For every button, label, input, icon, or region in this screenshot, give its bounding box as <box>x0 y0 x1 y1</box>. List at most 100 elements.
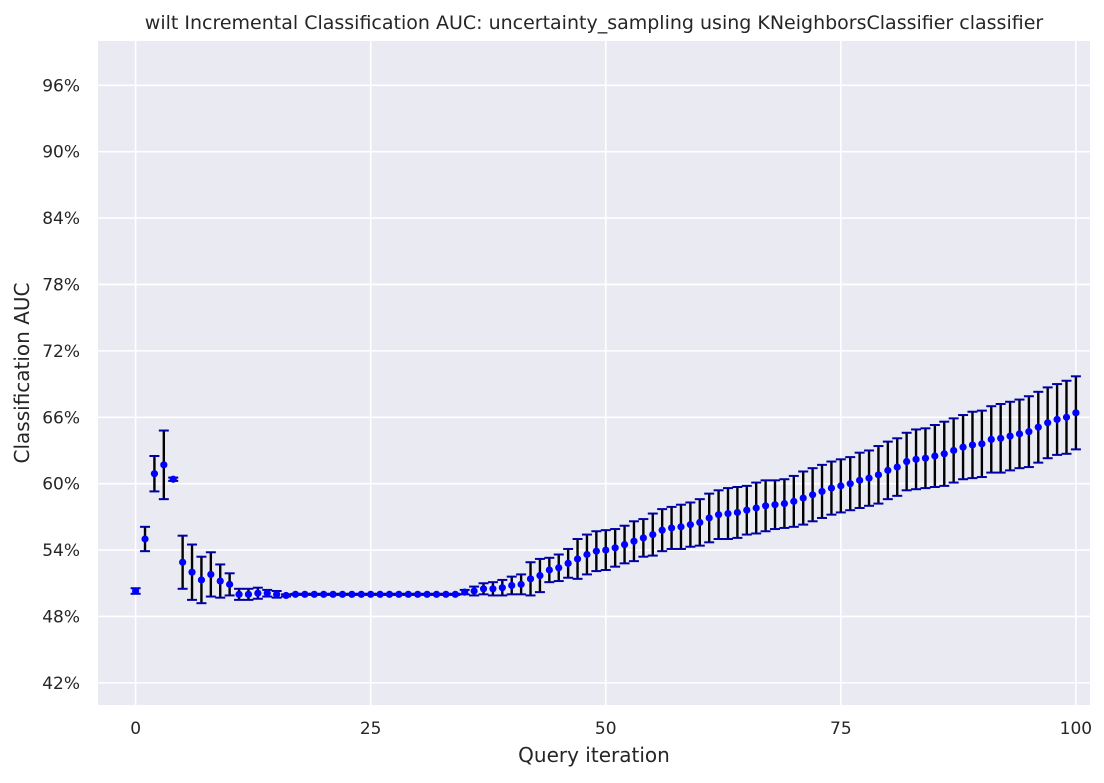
data-point <box>141 535 149 543</box>
data-points <box>132 409 1080 600</box>
data-point <box>432 590 441 598</box>
data-point <box>733 508 741 517</box>
data-point <box>903 457 911 466</box>
y-tick-label: 90% <box>42 143 80 163</box>
grid-lines <box>98 41 1090 705</box>
data-point <box>555 564 563 572</box>
data-point <box>790 497 798 505</box>
data-point <box>150 470 159 478</box>
data-point <box>1006 432 1014 440</box>
data-point <box>686 521 694 529</box>
data-point <box>762 502 770 510</box>
data-point <box>207 570 215 579</box>
data-point <box>376 590 384 598</box>
data-point <box>620 540 629 549</box>
data-point <box>188 568 196 576</box>
data-point <box>310 590 318 598</box>
data-point <box>780 499 789 508</box>
data-point <box>1025 428 1033 436</box>
data-point <box>451 590 459 598</box>
data-point <box>1015 430 1024 438</box>
data-point <box>865 474 873 482</box>
data-point <box>639 534 647 542</box>
data-point <box>630 537 638 545</box>
data-point <box>489 585 497 593</box>
data-point <box>385 590 394 598</box>
y-tick-label: 54% <box>42 541 80 561</box>
data-point <box>677 523 685 531</box>
data-point <box>846 480 854 488</box>
data-point <box>809 491 817 499</box>
y-tick-label: 66% <box>42 408 80 428</box>
y-tick-label: 84% <box>42 209 80 229</box>
data-point <box>1053 415 1061 424</box>
data-point <box>827 484 836 492</box>
data-point <box>667 524 676 532</box>
data-point <box>743 506 751 514</box>
data-point <box>583 550 591 559</box>
data-point <box>179 558 187 566</box>
data-point <box>1034 423 1042 431</box>
data-point <box>235 590 243 598</box>
data-point <box>226 580 234 588</box>
x-tick-label: 100 <box>1060 719 1092 739</box>
data-point <box>442 590 450 598</box>
data-point <box>498 584 506 592</box>
data-point <box>244 590 253 598</box>
data-point <box>573 555 582 563</box>
data-point <box>395 590 403 598</box>
data-point <box>997 434 1005 442</box>
x-tick-label: 75 <box>830 719 852 739</box>
data-point <box>856 476 864 484</box>
data-point <box>291 590 300 598</box>
y-tick-label: 72% <box>42 342 80 362</box>
data-point <box>987 435 995 443</box>
data-point <box>508 581 516 590</box>
x-axis-title: Query iteration <box>518 743 670 767</box>
chart-title: wilt Incremental Classification AUC: unc… <box>145 12 1044 34</box>
data-point <box>423 590 431 598</box>
data-point <box>884 466 892 474</box>
data-point <box>931 452 939 460</box>
y-tick-labels: 42% 48% 54% 60% 66% 72% 78% 84% 90% 96% <box>42 76 80 694</box>
data-point <box>752 504 760 512</box>
data-point <box>216 577 224 585</box>
data-point <box>367 590 375 598</box>
data-point <box>893 463 901 471</box>
data-point <box>1044 419 1052 427</box>
data-point <box>658 526 666 534</box>
data-point <box>338 590 347 598</box>
data-point <box>320 590 328 598</box>
data-point <box>940 450 948 458</box>
data-point <box>282 591 290 600</box>
data-point <box>978 440 986 448</box>
data-point <box>818 487 826 496</box>
data-point <box>1062 413 1071 421</box>
data-point <box>536 571 544 580</box>
data-point <box>545 566 553 574</box>
data-point <box>912 455 920 463</box>
data-point <box>160 461 168 469</box>
data-point <box>526 575 535 583</box>
data-point <box>348 590 356 598</box>
data-point <box>649 530 657 539</box>
data-point <box>273 590 281 598</box>
data-point <box>169 475 177 483</box>
data-point <box>254 589 262 597</box>
data-point <box>771 501 779 509</box>
x-tick-labels: 0 25 50 75 100 <box>130 719 1092 739</box>
x-tick-label: 0 <box>130 719 141 739</box>
data-point <box>921 454 930 462</box>
data-point <box>414 590 422 598</box>
data-point <box>479 585 488 593</box>
y-tick-label: 60% <box>42 475 80 495</box>
y-tick-label: 48% <box>42 607 80 627</box>
data-point <box>263 589 271 597</box>
data-point <box>705 514 713 522</box>
data-point <box>329 590 337 598</box>
data-point <box>799 494 807 502</box>
x-tick-label: 25 <box>360 719 382 739</box>
plot-background <box>98 41 1090 705</box>
